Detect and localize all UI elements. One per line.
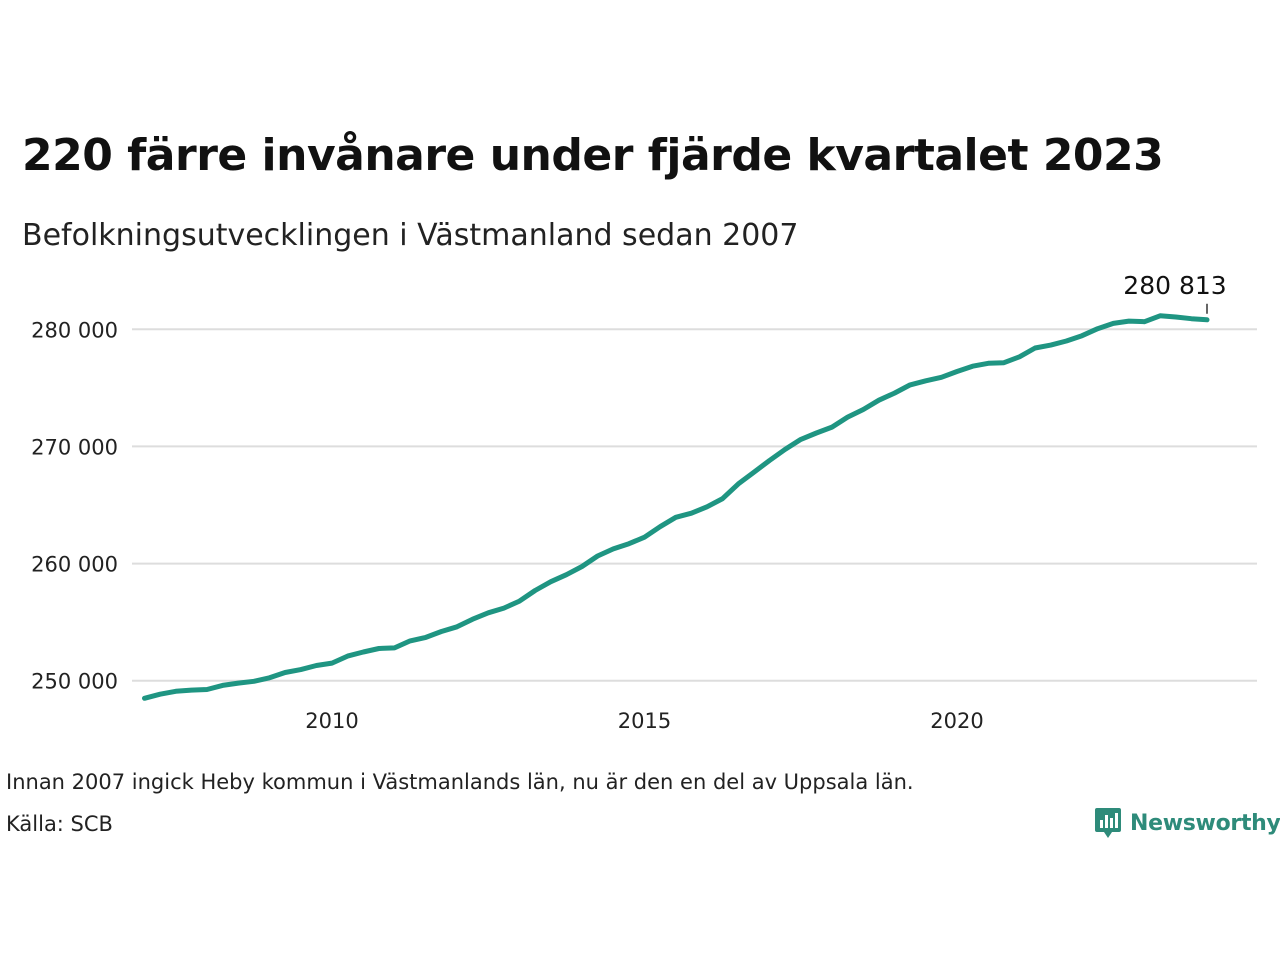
footnote: Innan 2007 ingick Heby kommun i Västmanl…	[6, 770, 914, 794]
y-tick-label: 260 000	[31, 553, 118, 577]
newsworthy-logo-icon	[1095, 808, 1121, 838]
series-line-population	[142, 313, 1210, 701]
y-tick-label: 280 000	[31, 318, 118, 342]
brand-logo: Newsworthy	[1094, 806, 1280, 840]
end-value-label: 280 813	[1123, 271, 1226, 300]
y-axis-ticks: 250 000 260 000 270 000 280 000	[31, 318, 118, 693]
x-axis-ticks: 2010 2015 2020	[305, 709, 983, 733]
gridlines	[132, 328, 1257, 682]
population-line-chart: 250 000 260 000 270 000 280 000 2010 2015 202…	[31, 271, 1257, 733]
x-tick-label: 2020	[930, 709, 983, 733]
source-credit: Källa: SCB	[6, 812, 113, 836]
x-tick-label: 2015	[618, 709, 671, 733]
y-tick-label: 270 000	[31, 435, 118, 459]
chart-title: 220 färre invånare under fjärde kvartale…	[22, 130, 1164, 181]
y-tick-label: 250 000	[31, 670, 118, 694]
chart-subtitle: Befolkningsutvecklingen i Västmanland se…	[22, 218, 799, 253]
brand-name: Newsworthy	[1130, 810, 1280, 836]
x-tick-label: 2010	[305, 709, 358, 733]
